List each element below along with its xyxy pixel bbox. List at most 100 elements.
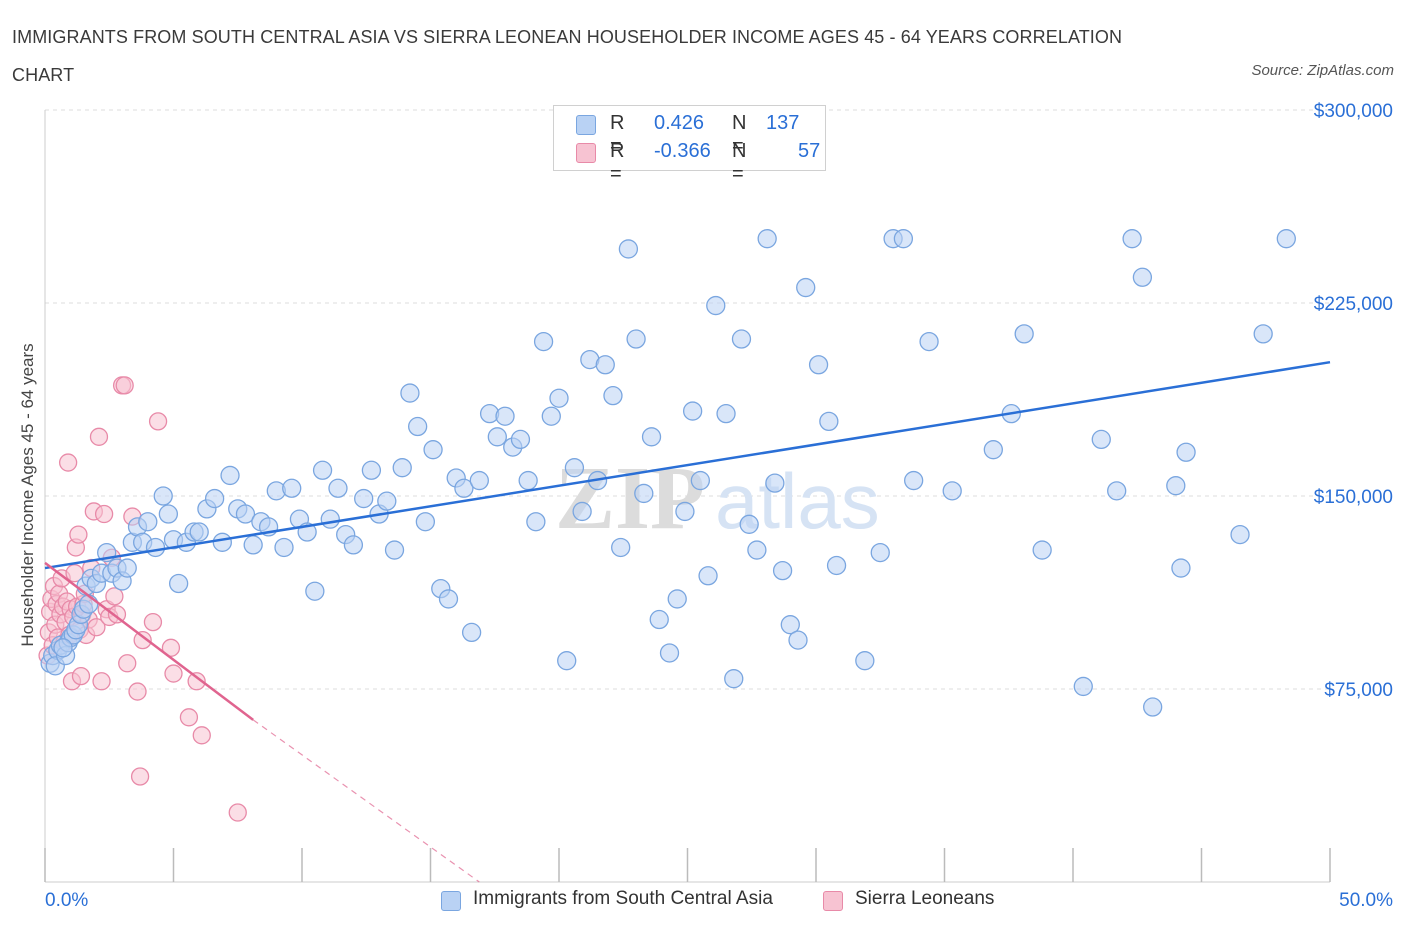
data-point-south-central-asia bbox=[739, 514, 759, 534]
data-point-sierra-leoneans bbox=[143, 612, 163, 632]
data-point-south-central-asia bbox=[343, 535, 364, 555]
data-point-south-central-asia bbox=[564, 458, 585, 478]
data-point-south-central-asia bbox=[1122, 229, 1142, 249]
data-point-south-central-asia bbox=[189, 522, 209, 542]
data-point-south-central-asia bbox=[1091, 429, 1111, 450]
data-point-south-central-asia bbox=[1276, 229, 1296, 249]
data-point-south-central-asia bbox=[1253, 324, 1273, 344]
data-point-sierra-leoneans bbox=[187, 672, 206, 691]
y-tick-label: $150,000 bbox=[1314, 487, 1393, 508]
data-point-south-central-asia bbox=[495, 406, 515, 426]
data-point-south-central-asia bbox=[1166, 476, 1186, 496]
legend-r-value: -0.366 bbox=[654, 140, 711, 162]
data-point-south-central-asia bbox=[168, 573, 189, 594]
data-point-south-central-asia bbox=[377, 491, 397, 511]
data-point-south-central-asia bbox=[274, 537, 294, 558]
data-point-south-central-asia bbox=[572, 501, 592, 522]
data-point-south-central-asia bbox=[942, 481, 962, 501]
data-point-south-central-asia bbox=[518, 470, 538, 491]
data-point-south-central-asia bbox=[1143, 697, 1163, 717]
watermark-atlas: atlas bbox=[715, 457, 880, 545]
data-point-south-central-asia bbox=[870, 542, 890, 563]
data-point-south-central-asia bbox=[145, 537, 166, 558]
data-point-south-central-asia bbox=[1073, 676, 1093, 697]
data-point-south-central-asia bbox=[312, 460, 333, 480]
trend-line-south-central-asia bbox=[44, 360, 1331, 570]
bottom-legend-label: Immigrants from South Central Asia bbox=[473, 888, 773, 909]
data-point-south-central-asia bbox=[354, 488, 374, 509]
axes bbox=[44, 110, 1331, 883]
legend-swatch-pink bbox=[576, 143, 596, 163]
data-point-south-central-asia bbox=[392, 458, 412, 478]
series-sierra-leoneans-points bbox=[38, 376, 247, 822]
data-point-sierra-leoneans bbox=[164, 664, 183, 683]
data-point-south-central-asia bbox=[320, 509, 340, 529]
data-point-south-central-asia bbox=[808, 355, 829, 375]
data-point-south-central-asia bbox=[611, 537, 631, 558]
data-point-south-central-asia bbox=[438, 589, 459, 609]
legend-n-label: N = bbox=[732, 112, 747, 157]
data-point-south-central-asia bbox=[780, 615, 800, 635]
data-point-south-central-asia bbox=[595, 355, 615, 375]
data-point-south-central-asia bbox=[282, 478, 302, 498]
grid-lines bbox=[45, 109, 1330, 690]
data-point-south-central-asia bbox=[826, 555, 847, 576]
watermark: ZIP atlas bbox=[555, 449, 880, 548]
trend-line-sierra-leoneans-extension bbox=[252, 719, 480, 883]
data-point-south-central-asia bbox=[983, 440, 1003, 460]
data-point-south-central-asia bbox=[716, 404, 736, 424]
data-point-south-central-asia bbox=[682, 401, 703, 421]
data-point-south-central-asia bbox=[904, 470, 924, 491]
bottom-legend-swatch-pink bbox=[823, 891, 843, 911]
data-point-sierra-leoneans bbox=[105, 587, 124, 606]
data-point-sierra-leoneans bbox=[69, 525, 88, 544]
data-point-south-central-asia bbox=[407, 416, 428, 437]
data-point-sierra-leoneans bbox=[192, 726, 211, 745]
data-point-south-central-asia bbox=[772, 560, 793, 581]
data-point-south-central-asia bbox=[667, 589, 687, 609]
data-point-south-central-asia bbox=[919, 331, 939, 352]
data-point-south-central-asia bbox=[757, 229, 777, 249]
data-point-south-central-asia bbox=[1107, 481, 1127, 501]
data-point-south-central-asia bbox=[487, 427, 507, 447]
data-point-south-central-asia bbox=[659, 643, 680, 663]
data-point-south-central-asia bbox=[675, 501, 695, 522]
y-tick-label: $300,000 bbox=[1314, 101, 1393, 122]
data-point-south-central-asia bbox=[533, 331, 554, 352]
data-point-sierra-leoneans bbox=[107, 605, 127, 624]
data-point-south-central-asia bbox=[603, 385, 623, 406]
correlation-legend: R = 0.426 N = 137 R = -0.366 N = 57 bbox=[553, 105, 826, 185]
data-point-south-central-asia bbox=[423, 440, 443, 460]
data-point-south-central-asia bbox=[117, 558, 137, 578]
data-point-south-central-asia bbox=[328, 478, 348, 498]
data-point-south-central-asia bbox=[1032, 540, 1052, 560]
data-point-south-central-asia bbox=[305, 581, 325, 601]
data-point-south-central-asia bbox=[855, 651, 875, 671]
data-point-south-central-asia bbox=[79, 594, 99, 614]
data-point-sierra-leoneans bbox=[87, 618, 106, 637]
data-point-sierra-leoneans bbox=[118, 654, 137, 673]
series-south-central-asia-points bbox=[40, 229, 1296, 717]
data-point-south-central-asia bbox=[469, 470, 489, 491]
data-point-south-central-asia bbox=[510, 429, 531, 450]
data-point-sierra-leoneans bbox=[179, 708, 199, 727]
data-point-sierra-leoneans bbox=[228, 803, 247, 822]
data-point-sierra-leoneans bbox=[148, 412, 168, 431]
data-point-south-central-asia bbox=[526, 512, 546, 532]
legend-n-label: N = bbox=[732, 140, 747, 185]
data-point-south-central-asia bbox=[384, 540, 405, 560]
data-point-south-central-asia bbox=[1230, 524, 1250, 545]
data-point-south-central-asia bbox=[361, 460, 382, 480]
data-point-south-central-asia bbox=[626, 329, 646, 349]
data-point-south-central-asia bbox=[765, 473, 785, 493]
data-point-south-central-asia bbox=[1176, 442, 1196, 462]
data-point-south-central-asia bbox=[641, 427, 662, 447]
data-point-south-central-asia bbox=[400, 383, 420, 403]
data-point-south-central-asia bbox=[649, 609, 669, 630]
legend-r-value: 0.426 bbox=[654, 112, 705, 134]
source-label: Source: ZipAtlas.com bbox=[1251, 62, 1394, 79]
legend-n-value: 57 bbox=[798, 140, 821, 162]
y-tick-label: $75,000 bbox=[1324, 680, 1393, 701]
data-point-south-central-asia bbox=[138, 512, 158, 532]
